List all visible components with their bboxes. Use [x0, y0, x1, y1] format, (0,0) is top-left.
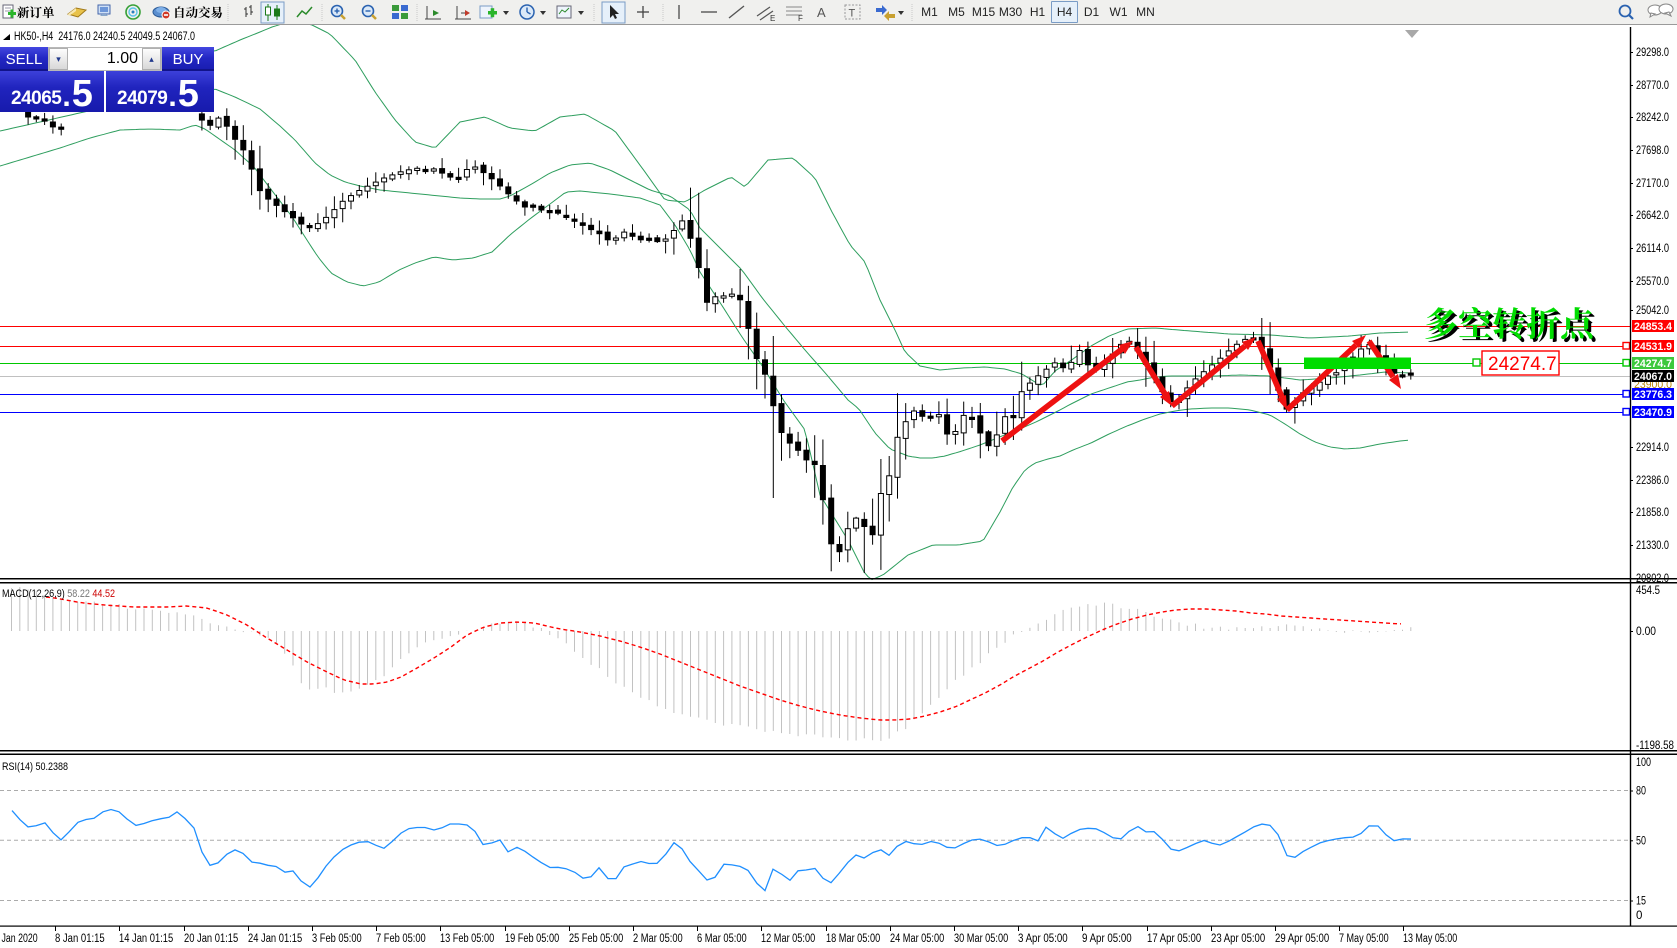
- svg-text:24274.7: 24274.7: [1634, 358, 1672, 370]
- svg-text:2 Mar 05:00: 2 Mar 05:00: [633, 933, 683, 945]
- svg-text:13 May 05:00: 13 May 05:00: [1403, 933, 1457, 945]
- svg-text:12 Mar 05:00: 12 Mar 05:00: [761, 933, 815, 945]
- svg-text:E: E: [770, 14, 775, 23]
- svg-text:24 Mar 05:00: 24 Mar 05:00: [890, 933, 944, 945]
- svg-text:21330.0: 21330.0: [1636, 540, 1669, 552]
- svg-text:19 Feb 05:00: 19 Feb 05:00: [505, 933, 559, 945]
- svg-text:27698.0: 27698.0: [1636, 145, 1669, 157]
- svg-text:3 Apr 05:00: 3 Apr 05:00: [1018, 933, 1068, 945]
- svg-text:0: 0: [1636, 910, 1642, 922]
- svg-text:25570.0: 25570.0: [1636, 276, 1669, 288]
- svg-text:MACD(12,26,9) 58.22 44.52: MACD(12,26,9) 58.22 44.52: [2, 588, 115, 600]
- svg-text:7 May 05:00: 7 May 05:00: [1339, 933, 1389, 945]
- svg-text:30 Mar 05:00: 30 Mar 05:00: [954, 933, 1008, 945]
- svg-text:80: 80: [1636, 786, 1646, 798]
- svg-text:27170.0: 27170.0: [1636, 178, 1669, 190]
- svg-text:RSI(14) 50.2388: RSI(14) 50.2388: [2, 761, 68, 773]
- svg-text:13 Feb 05:00: 13 Feb 05:00: [440, 933, 494, 945]
- svg-text:7 Feb 05:00: 7 Feb 05:00: [376, 933, 426, 945]
- svg-text:454.5: 454.5: [1636, 585, 1660, 597]
- svg-text:T: T: [849, 8, 856, 20]
- svg-text:24853.4: 24853.4: [1634, 321, 1673, 333]
- svg-text:23776.3: 23776.3: [1634, 389, 1672, 401]
- svg-text:25 Feb 05:00: 25 Feb 05:00: [569, 933, 623, 945]
- svg-text:23470.9: 23470.9: [1634, 407, 1672, 419]
- svg-text:Jan 2020: Jan 2020: [2, 933, 38, 945]
- svg-text:25042.0: 25042.0: [1636, 305, 1669, 317]
- svg-text:17 Apr 05:00: 17 Apr 05:00: [1147, 933, 1201, 945]
- svg-text:9 Apr 05:00: 9 Apr 05:00: [1082, 933, 1132, 945]
- svg-text:-1198.58: -1198.58: [1636, 740, 1674, 752]
- svg-text:23 Apr 05:00: 23 Apr 05:00: [1211, 933, 1265, 945]
- svg-text:20802.0: 20802.0: [1636, 573, 1669, 585]
- svg-text:14 Jan 01:15: 14 Jan 01:15: [119, 933, 173, 945]
- svg-text:21858.0: 21858.0: [1636, 507, 1669, 519]
- svg-text:29298.0: 29298.0: [1636, 47, 1669, 59]
- svg-text:18 Mar 05:00: 18 Mar 05:00: [826, 933, 880, 945]
- svg-text:20 Jan 01:15: 20 Jan 01:15: [184, 933, 238, 945]
- svg-text:0.00: 0.00: [1636, 626, 1656, 638]
- svg-text:24274.7: 24274.7: [1488, 354, 1557, 375]
- svg-text:3 Feb 05:00: 3 Feb 05:00: [312, 933, 362, 945]
- svg-text:HK50-,H4 24176.0 24240.5 2404: HK50-,H4 24176.0 24240.5 24049.5 24067.0: [14, 31, 195, 43]
- svg-text:26114.0: 26114.0: [1636, 243, 1669, 255]
- svg-text:22914.0: 22914.0: [1636, 442, 1669, 454]
- svg-text:24 Jan 01:15: 24 Jan 01:15: [248, 933, 302, 945]
- svg-text:15: 15: [1636, 896, 1646, 908]
- svg-text:28242.0: 28242.0: [1636, 112, 1669, 124]
- svg-text:29 Apr 05:00: 29 Apr 05:00: [1275, 933, 1329, 945]
- svg-text:28770.0: 28770.0: [1636, 80, 1669, 92]
- svg-text:22386.0: 22386.0: [1636, 475, 1669, 487]
- svg-text:8 Jan 01:15: 8 Jan 01:15: [55, 933, 105, 945]
- svg-text:26642.0: 26642.0: [1636, 210, 1669, 222]
- svg-text:100: 100: [1636, 757, 1651, 769]
- svg-text:50: 50: [1636, 835, 1646, 847]
- svg-text:24531.9: 24531.9: [1634, 341, 1672, 353]
- svg-text:24067.0: 24067.0: [1634, 371, 1672, 383]
- svg-text:6 Mar 05:00: 6 Mar 05:00: [697, 933, 747, 945]
- svg-text:A: A: [817, 5, 826, 20]
- svg-text:F: F: [798, 14, 803, 23]
